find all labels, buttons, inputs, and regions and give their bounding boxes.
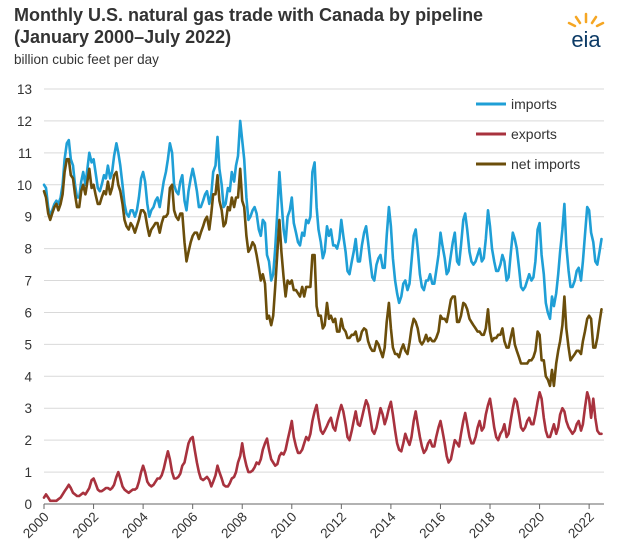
y-tick-label: 0 bbox=[24, 497, 32, 512]
y-tick-label: 10 bbox=[17, 178, 32, 193]
y-tick-label: 11 bbox=[18, 146, 32, 161]
x-tick-label: 2020 bbox=[516, 509, 548, 541]
legend-label-imports: imports bbox=[511, 96, 557, 112]
x-tick-label: 2016 bbox=[416, 509, 448, 541]
x-tick-label: 2014 bbox=[367, 509, 399, 541]
series-line-exports bbox=[42, 391, 603, 503]
y-tick-label: 4 bbox=[24, 369, 32, 384]
x-tick-label: 2010 bbox=[268, 509, 300, 541]
x-tick-label: 2008 bbox=[218, 509, 250, 541]
y-tick-label: 13 bbox=[17, 82, 32, 97]
y-tick-label: 9 bbox=[24, 210, 32, 225]
legend-label-net-imports: net imports bbox=[511, 156, 580, 172]
y-tick-label: 6 bbox=[24, 305, 32, 320]
legend: imports exports net imports bbox=[476, 96, 580, 172]
y-tick-label: 8 bbox=[24, 242, 32, 257]
x-tick-label: 2018 bbox=[466, 509, 498, 541]
x-tick-label: 2022 bbox=[565, 509, 597, 541]
gridlines bbox=[44, 88, 604, 473]
y-tick-label: 1 bbox=[24, 465, 32, 480]
x-tick-label: 2002 bbox=[70, 509, 102, 541]
legend-label-exports: exports bbox=[511, 126, 557, 142]
series-line-imports bbox=[42, 119, 603, 321]
chart-title-line1: Monthly U.S. natural gas trade with Cana… bbox=[14, 5, 484, 25]
eia-logo: eia bbox=[567, 12, 605, 52]
x-tick-label: 2000 bbox=[20, 509, 52, 541]
x-tick-label: 2006 bbox=[169, 509, 201, 541]
x-tick-label: 2004 bbox=[119, 509, 151, 541]
series-line-net-imports bbox=[42, 157, 603, 388]
y-tick-label: 3 bbox=[24, 401, 32, 416]
y-tick-label: 7 bbox=[24, 274, 32, 289]
units-label: billion cubic feet per day bbox=[14, 52, 159, 67]
chart-title-line2: (January 2000–July 2022) bbox=[14, 27, 232, 47]
series-lines bbox=[42, 119, 603, 503]
y-tick-label: 2 bbox=[24, 433, 32, 448]
logo-text: eia bbox=[571, 27, 601, 52]
logo-sun-rays bbox=[567, 12, 605, 28]
chart-title: Monthly U.S. natural gas trade with Cana… bbox=[14, 4, 534, 48]
x-tick-label: 2012 bbox=[317, 509, 349, 541]
y-tick-label: 12 bbox=[17, 114, 32, 129]
y-tick-label: 5 bbox=[24, 337, 32, 352]
